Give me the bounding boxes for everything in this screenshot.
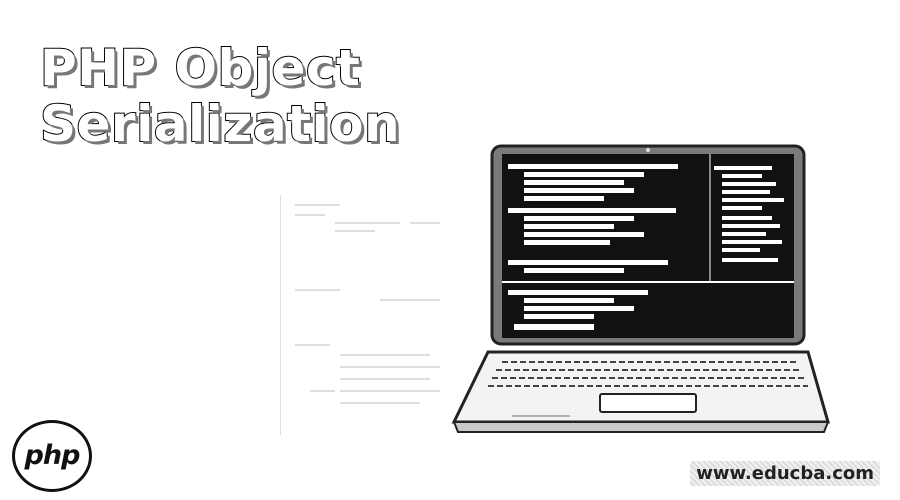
- title-line-1: PHP Object: [39, 39, 361, 97]
- background-document-lines: [280, 195, 440, 435]
- php-logo-icon: php: [12, 420, 92, 492]
- title-line-2: Serialization: [39, 95, 401, 153]
- php-logo-text: php: [24, 439, 81, 471]
- laptop-trackpad: [599, 393, 697, 413]
- watermark-url: www.educba.com: [690, 461, 880, 486]
- laptop-icon: [451, 144, 830, 433]
- page-title: PHP Object Serialization: [39, 39, 401, 153]
- screen-code-lines: [508, 164, 678, 273]
